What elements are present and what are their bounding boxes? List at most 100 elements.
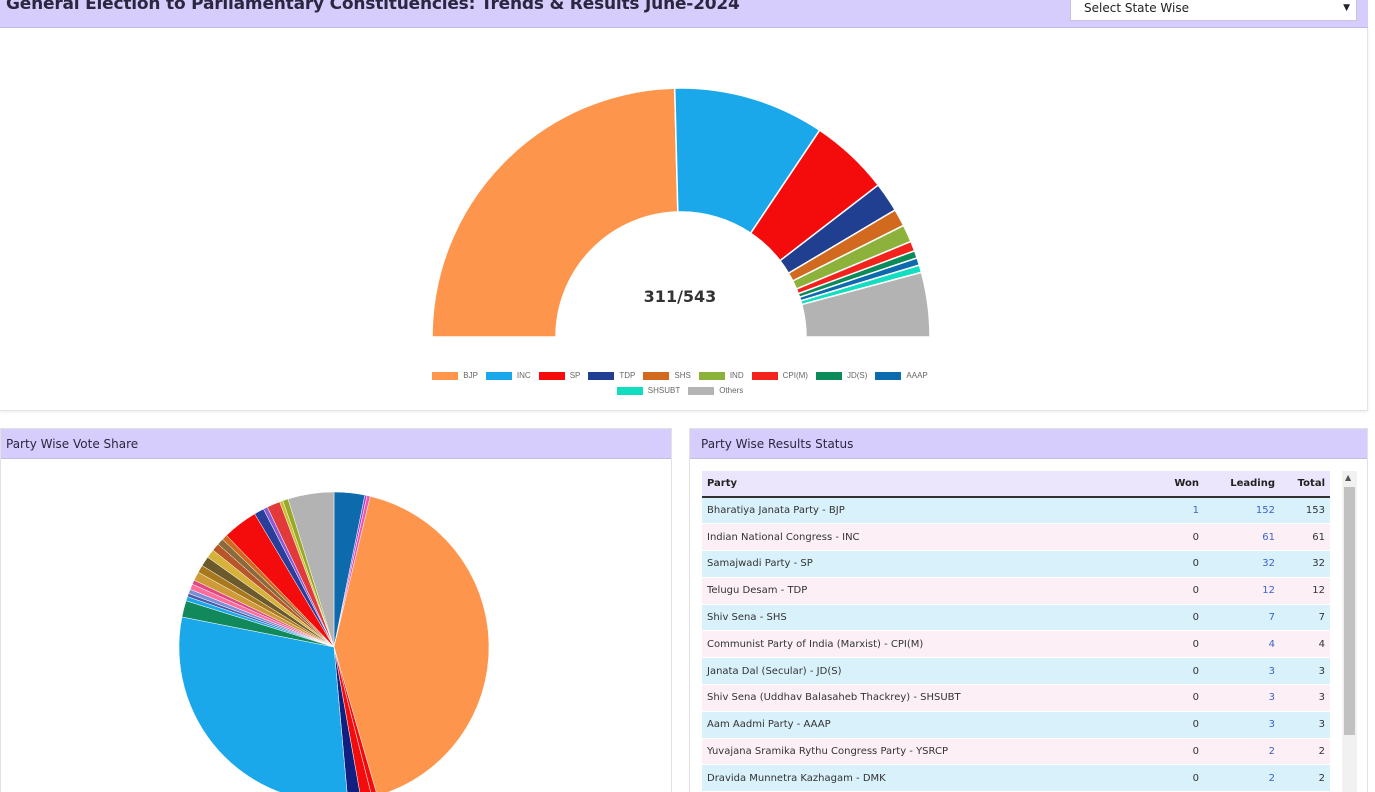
leading-cell[interactable]: 3 [1204,711,1280,739]
legend-swatch [485,371,512,380]
leading-cell[interactable]: 4 [1204,630,1280,659]
party-cell: Shiv Sena (Uddhav Balasaheb Thackrey) - … [702,684,1142,712]
legend-swatch [432,371,459,380]
won-cell: 0 [1142,764,1204,792]
leading-cell[interactable]: 3 [1204,684,1280,712]
legend-swatch [588,371,615,380]
legend-label: JD(S) [846,371,868,380]
legend-item[interactable]: AAAP [875,371,928,380]
table-row: Communist Party of India (Marxist) - CPI… [702,630,1330,659]
legend-swatch [698,371,725,380]
legend-swatch [616,386,643,395]
results-status-title: Party Wise Results Status [690,429,1367,459]
results-scrollbar[interactable]: ▲ [1342,471,1357,792]
results-table-header: Party Won Leading Total [702,471,1330,498]
table-row: Telugu Desam - TDP 0 12 12 [702,577,1330,605]
state-select-value: Select State Wise [1084,1,1189,15]
legend-item[interactable]: BJP [432,371,478,380]
leading-cell[interactable]: 32 [1204,550,1280,578]
total-cell: 2 [1280,764,1330,792]
column-header-leading[interactable]: Leading [1204,471,1280,498]
seat-slice-others[interactable] [800,271,931,338]
seat-slice-bjp[interactable] [431,87,679,338]
vote-share-title: Party Wise Vote Share [1,429,671,459]
party-cell: Yuvajana Sramika Rythu Congress Party - … [702,738,1142,766]
vote-share-slice[interactable] [333,496,490,792]
total-cell: 3 [1280,711,1330,739]
seat-half-doughnut-chart [431,87,931,338]
vote-share-pie-chart [178,491,490,792]
won-cell: 0 [1142,604,1204,632]
legend-swatch [875,371,902,380]
party-cell: Telugu Desam - TDP [702,577,1142,605]
seat-center-count: 311/543 [643,287,717,306]
page-title: General Election to Parliamentary Consti… [6,0,740,14]
leading-cell[interactable]: 12 [1204,577,1280,605]
vote-share-slice[interactable] [178,616,348,792]
legend-label: Others [719,386,744,395]
legend-item[interactable]: SHSUBT [616,386,680,395]
won-cell[interactable]: 1 [1142,497,1204,525]
leading-cell[interactable]: 2 [1204,738,1280,766]
leading-cell[interactable]: 7 [1204,604,1280,632]
total-cell: 32 [1280,550,1330,578]
total-cell: 7 [1280,604,1330,632]
legend-label: TDP [619,371,636,380]
table-row: Aam Aadmi Party - AAAP 0 3 3 [702,711,1330,739]
table-row: Yuvajana Sramika Rythu Congress Party - … [702,738,1330,766]
total-cell: 61 [1280,523,1330,552]
scroll-up-arrow-icon[interactable]: ▲ [1345,473,1352,482]
won-cell: 0 [1142,657,1204,686]
table-row: Samajwadi Party - SP 0 32 32 [702,550,1330,578]
vote-share-panel: Party Wise Vote Share [0,428,672,792]
total-cell: 12 [1280,577,1330,605]
column-header-party[interactable]: Party [702,471,1142,498]
column-header-total[interactable]: Total [1280,471,1330,498]
legend-label: SHS [674,371,691,380]
party-cell: Dravida Munnetra Kazhagam - DMK [702,764,1142,792]
total-cell: 3 [1280,657,1330,686]
vote-share-slice[interactable] [333,646,377,792]
won-cell: 0 [1142,738,1204,766]
legend-item[interactable]: CPI(M) [751,371,808,380]
party-cell: Indian National Congress - INC [702,523,1142,552]
results-table: Party Won Leading Total Bharatiya Janata… [702,471,1330,792]
total-cell: 153 [1280,497,1330,525]
legend-item[interactable]: TDP [588,371,635,380]
legend-item[interactable]: IND [698,371,744,380]
leading-cell[interactable]: 61 [1204,523,1280,552]
party-cell: Communist Party of India (Marxist) - CPI… [702,630,1142,659]
party-cell: Aam Aadmi Party - AAAP [702,711,1142,739]
legend-row: SHSUBT Others [380,383,980,398]
legend-swatch [751,371,778,380]
legend-label: INC [516,371,531,380]
legend-item[interactable]: Others [688,386,743,395]
legend-label: AAAP [906,371,928,380]
state-select[interactable]: Select State Wise ▼ [1070,0,1357,21]
legend-item[interactable]: SP [538,371,581,380]
legend-label: IND [729,371,744,380]
legend-swatch [643,371,670,380]
table-row: Bharatiya Janata Party - BJP 1 152 153 [702,497,1330,525]
party-cell: Janata Dal (Secular) - JD(S) [702,657,1142,686]
leading-cell[interactable]: 152 [1204,497,1280,525]
legend-swatch [688,386,715,395]
leading-cell[interactable]: 2 [1204,764,1280,792]
results-scrollbar-thumb[interactable] [1344,487,1355,735]
legend-swatch [815,371,842,380]
seat-chart-card: 311/543 BJP INC SP TDP SHS IND CPI(M) JD(S) AAAP… [0,28,1368,411]
table-row: Indian National Congress - INC 0 61 61 [702,523,1330,552]
legend-item[interactable]: SHS [643,371,691,380]
leading-cell[interactable]: 3 [1204,657,1280,686]
legend-label: SP [569,371,581,380]
won-cell: 0 [1142,550,1204,578]
chevron-down-icon: ▼ [1343,3,1350,13]
legend-item[interactable]: JD(S) [815,371,868,380]
vote-share-slice[interactable] [333,646,361,792]
total-cell: 3 [1280,684,1330,712]
party-cell: Bharatiya Janata Party - BJP [702,497,1142,525]
legend-label: BJP [463,371,478,380]
legend-item[interactable]: INC [485,371,531,380]
vote-share-slice[interactable] [287,491,335,648]
column-header-won[interactable]: Won [1142,471,1204,498]
